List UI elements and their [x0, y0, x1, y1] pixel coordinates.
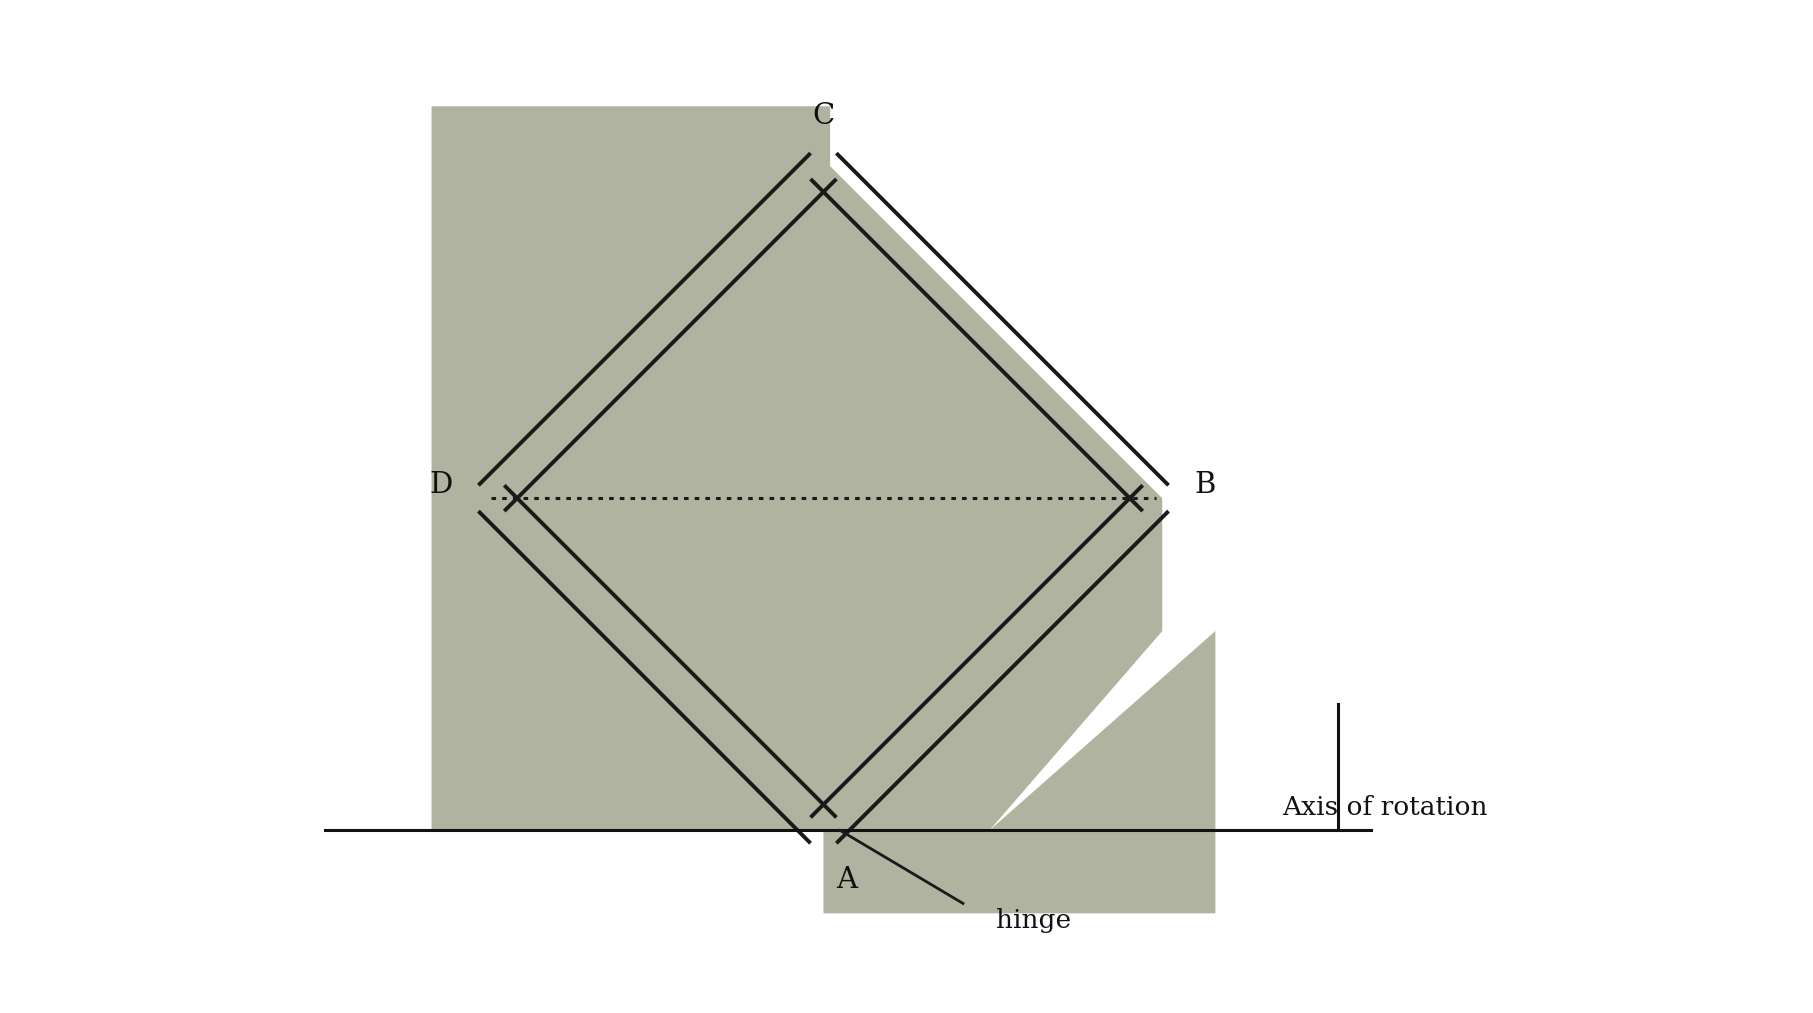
- Text: Axis of rotation: Axis of rotation: [1282, 794, 1487, 820]
- Text: C: C: [812, 102, 834, 131]
- Text: B: B: [1195, 471, 1217, 499]
- Polygon shape: [823, 631, 1215, 914]
- Text: D: D: [430, 471, 453, 499]
- Polygon shape: [431, 106, 1162, 831]
- Text: hinge: hinge: [995, 908, 1071, 933]
- Text: A: A: [836, 866, 858, 894]
